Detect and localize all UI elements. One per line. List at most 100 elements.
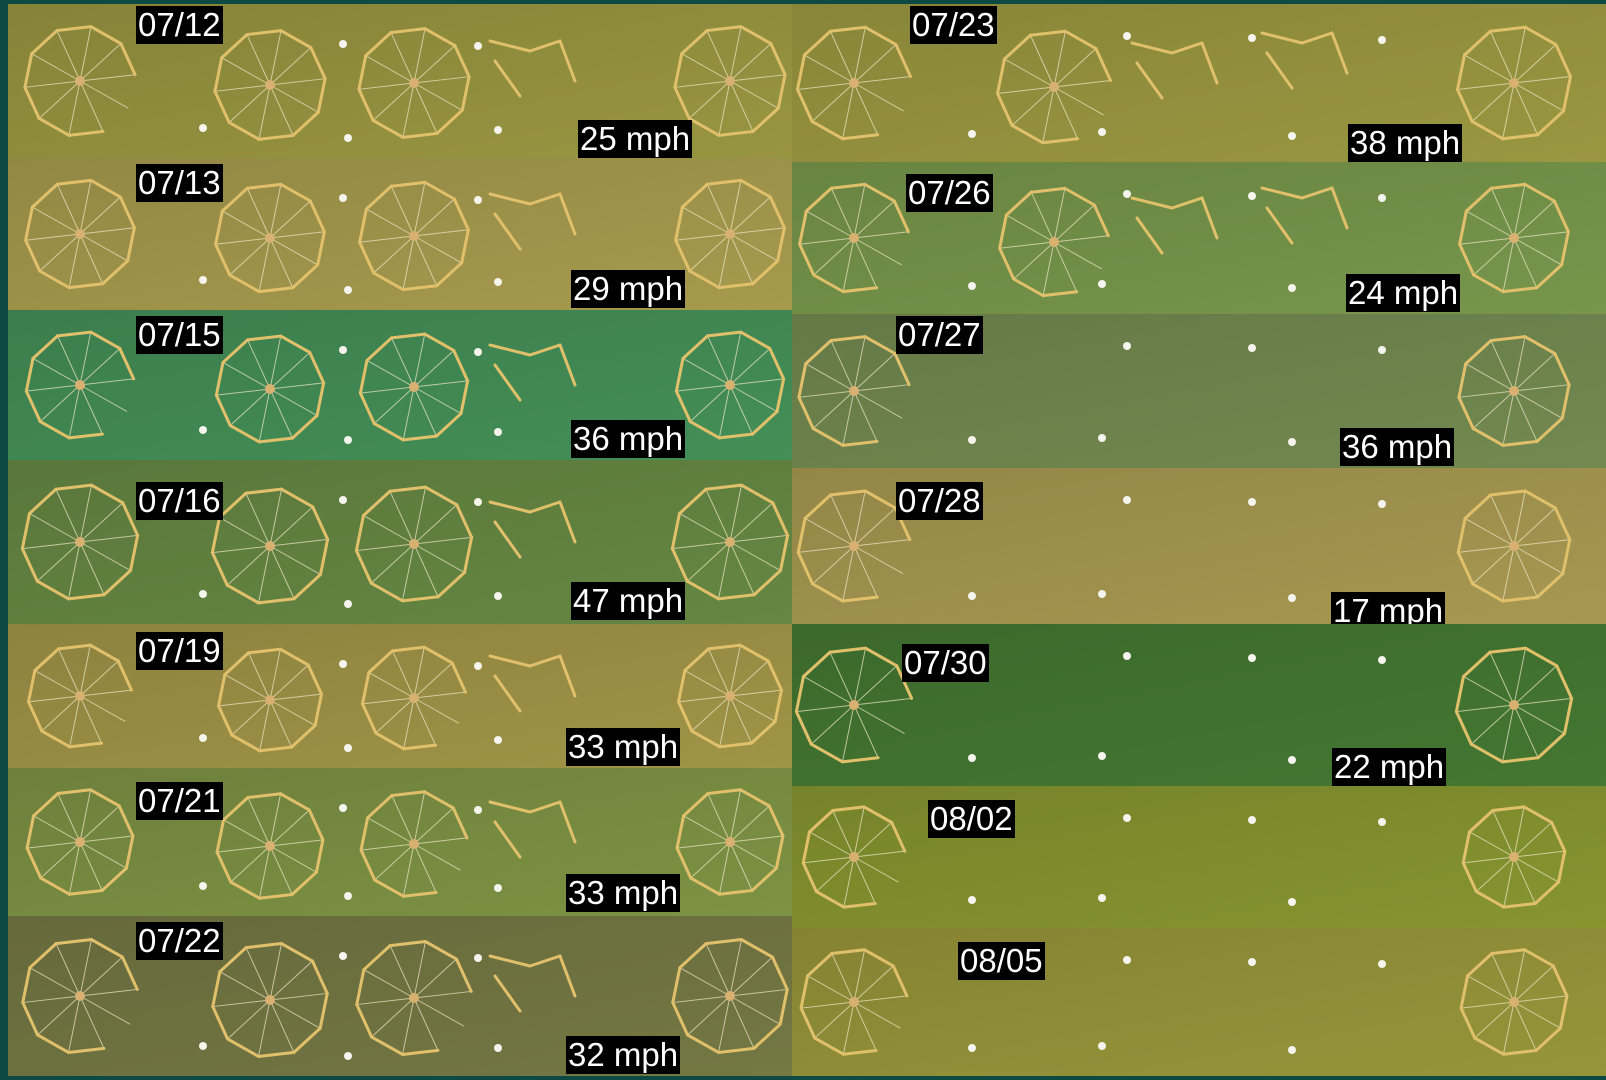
wind-speed-label: 33 mph xyxy=(566,728,681,766)
buoy-marker xyxy=(494,126,502,134)
panel-0713: 07/13 29 mph xyxy=(8,158,792,310)
damaged-enclosure xyxy=(488,654,577,713)
enclosure-5 xyxy=(1454,646,1574,764)
buoy-marker xyxy=(1098,434,1106,442)
buoy-marker xyxy=(494,736,502,744)
damaged-enclosure xyxy=(1260,31,1349,90)
buoy-marker xyxy=(1098,1042,1106,1050)
buoy-marker xyxy=(494,1044,502,1052)
damaged-enclosure xyxy=(1260,186,1349,245)
buoy-marker xyxy=(1123,496,1131,504)
wind-speed-label: 29 mph xyxy=(571,270,686,308)
panel-0805: 08/05 xyxy=(792,928,1606,1076)
buoy-marker xyxy=(968,896,976,904)
date-label: 07/16 xyxy=(136,482,223,520)
water-surface xyxy=(792,928,1606,1076)
panel-0730: 07/30 22 mph xyxy=(792,624,1606,786)
aerial-scene xyxy=(792,786,1606,928)
buoy-marker xyxy=(339,952,347,960)
buoy-marker xyxy=(1288,594,1296,602)
buoy-marker xyxy=(1098,894,1106,902)
buoy-marker xyxy=(1248,654,1256,662)
date-label: 07/19 xyxy=(136,632,223,670)
buoy-marker xyxy=(1098,128,1106,136)
buoy-marker xyxy=(344,744,352,752)
buoy-marker xyxy=(968,130,976,138)
buoy-marker xyxy=(1123,814,1131,822)
buoy-marker xyxy=(968,1044,976,1052)
buoy-marker xyxy=(339,40,347,48)
buoy-marker xyxy=(1378,500,1386,508)
date-label: 07/30 xyxy=(902,644,989,682)
wind-speed-label: 25 mph xyxy=(578,120,693,158)
buoy-marker xyxy=(1098,590,1106,598)
buoy-marker xyxy=(1123,652,1131,660)
enclosure-2 xyxy=(213,29,327,141)
enclosure-1 xyxy=(26,643,134,749)
wind-speed-label: 22 mph xyxy=(1332,748,1447,786)
enclosure-3 xyxy=(354,485,474,603)
buoy-marker xyxy=(968,592,976,600)
buoy-marker xyxy=(494,884,502,892)
buoy-marker xyxy=(494,428,502,436)
buoy-marker xyxy=(474,662,482,670)
enclosure-1 xyxy=(798,182,910,294)
enclosure-1 xyxy=(21,938,139,1054)
enclosure-3 xyxy=(359,790,469,898)
buoy-marker xyxy=(344,134,352,142)
buoy-marker xyxy=(1248,192,1256,200)
buoy-marker xyxy=(1248,958,1256,966)
damaged-enclosure xyxy=(1130,196,1219,255)
panel-0719: 07/19 33 mph xyxy=(8,624,792,768)
enclosure-2 xyxy=(210,487,330,605)
date-label: 08/02 xyxy=(928,800,1015,838)
date-label: 08/05 xyxy=(958,942,1045,980)
buoy-marker xyxy=(1248,34,1256,42)
damaged-enclosure xyxy=(1130,41,1219,100)
buoy-marker xyxy=(199,276,207,284)
enclosure-5 xyxy=(676,643,784,749)
buoy-marker xyxy=(339,194,347,202)
buoy-marker xyxy=(1378,960,1386,968)
buoy-marker xyxy=(1123,190,1131,198)
enclosure-2 xyxy=(211,942,329,1058)
buoy-marker xyxy=(339,804,347,812)
buoy-marker xyxy=(474,196,482,204)
buoy-marker xyxy=(1378,818,1386,826)
panel-0727: 07/27 36 mph xyxy=(792,314,1606,468)
enclosure-2 xyxy=(214,182,326,294)
panel-0722: 07/22 32 mph xyxy=(8,916,792,1076)
date-label: 07/12 xyxy=(136,6,223,44)
enclosure-1 xyxy=(20,483,140,601)
enclosure-1 xyxy=(801,805,907,909)
buoy-marker xyxy=(474,42,482,50)
enclosure-2 xyxy=(214,334,326,444)
buoy-marker xyxy=(1248,816,1256,824)
enclosure-3 xyxy=(358,180,470,292)
buoy-marker xyxy=(344,892,352,900)
buoy-marker xyxy=(494,278,502,286)
date-label: 07/28 xyxy=(896,482,983,520)
buoy-marker xyxy=(968,754,976,762)
buoy-marker xyxy=(344,436,352,444)
enclosure-5 xyxy=(674,178,786,290)
buoy-marker xyxy=(1248,498,1256,506)
enclosure-2 xyxy=(995,29,1113,145)
aerial-scene xyxy=(792,928,1606,1076)
buoy-marker xyxy=(199,124,207,132)
panel-0728: 07/28 17 mph xyxy=(792,468,1606,624)
enclosure-5 xyxy=(674,330,786,440)
date-label: 07/26 xyxy=(906,174,993,212)
buoy-marker xyxy=(1378,656,1386,664)
wind-speed-label: 36 mph xyxy=(571,420,686,458)
buoy-marker xyxy=(1123,32,1131,40)
buoy-marker xyxy=(1288,284,1296,292)
buoy-marker xyxy=(474,498,482,506)
damaged-enclosure xyxy=(488,192,577,251)
enclosure-5 xyxy=(1456,489,1572,603)
buoy-marker xyxy=(1098,752,1106,760)
date-label: 07/22 xyxy=(136,922,223,960)
panel-0723: 07/23 38 mph xyxy=(792,4,1606,162)
wind-speed-label: 38 mph xyxy=(1348,124,1463,162)
buoy-marker xyxy=(339,496,347,504)
